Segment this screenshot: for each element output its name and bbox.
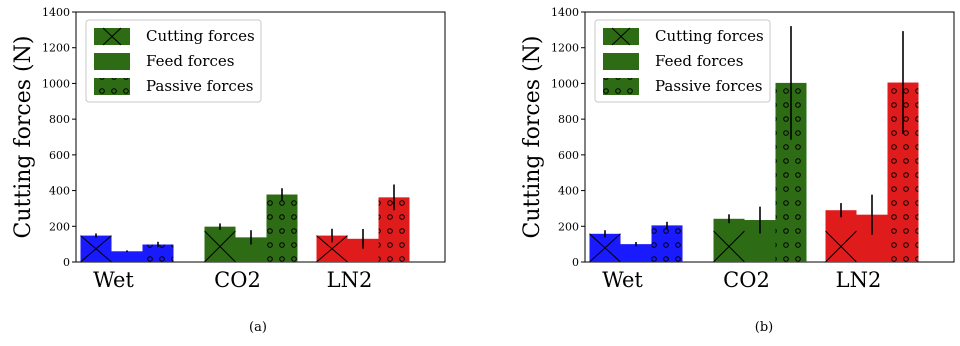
y-tick-label: 200 (558, 220, 579, 233)
y-tick-label: 200 (49, 220, 70, 233)
x-category-label: CO2 (723, 268, 770, 292)
y-tick-label: 600 (49, 149, 70, 162)
x-category-label: Wet (602, 268, 643, 292)
chart-panel-a: 0 200 400 600 800 1000 1200 1400 Cutting forces … (11, 6, 446, 335)
legend-label: Cutting forces (655, 27, 764, 45)
y-tick-label: 1000 (551, 77, 579, 90)
bar-hatch (142, 244, 174, 262)
y-tick-label: 0 (572, 256, 579, 269)
y-tick-label: 600 (558, 149, 579, 162)
legend-label: Feed forces (146, 52, 234, 70)
legend-hatch (603, 78, 639, 95)
legend-hatch (102, 27, 122, 46)
bar-cross (204, 226, 236, 262)
y-tick-label: 1400 (551, 6, 579, 19)
legend-label: Passive forces (146, 77, 253, 95)
y-axis-title: Cutting forces (N) (11, 36, 36, 239)
bar-hatch (204, 230, 236, 263)
bar-hatch (266, 194, 298, 262)
legend-hatch (611, 27, 631, 46)
bar-hatch (589, 233, 621, 263)
legend-swatch (603, 53, 639, 70)
y-tick-label: 1400 (42, 6, 70, 19)
legend-hatch (94, 78, 130, 95)
legend-label: Passive forces (655, 77, 762, 95)
bar-hatch (316, 235, 348, 263)
legend-label: Feed forces (655, 52, 743, 70)
y-tick-label: 800 (558, 113, 579, 126)
y-axis-title: Cutting forces (N) (520, 36, 545, 239)
y-tick-label: 0 (63, 256, 70, 269)
chart-panel-b: 0 200 400 600 800 1000 1200 1400 Cutting forces … (520, 6, 955, 335)
x-category-label: LN2 (327, 268, 373, 292)
y-tick-label: 1200 (42, 42, 70, 55)
bar-cross (713, 218, 745, 262)
bar-solid (111, 251, 143, 262)
y-tick-label: 1200 (551, 42, 579, 55)
legend-swatch (94, 53, 130, 70)
bar-solid (620, 244, 652, 262)
y-tick-label: 1000 (42, 77, 70, 90)
bar-hatch (651, 225, 683, 262)
legend-label: Cutting forces (146, 27, 255, 45)
x-category-label: CO2 (214, 268, 261, 292)
bar-hatch (825, 230, 857, 263)
panel-caption: (b) (755, 320, 773, 335)
y-tick-label: 800 (49, 113, 70, 126)
bar-hatch (713, 230, 745, 263)
x-category-label: LN2 (836, 268, 882, 292)
x-category-label: Wet (93, 268, 134, 292)
bar-hatch (80, 235, 112, 263)
y-tick-label: 400 (49, 185, 70, 198)
panel-caption: (a) (249, 320, 267, 335)
bar-solid (347, 238, 379, 262)
y-tick-label: 400 (558, 185, 579, 198)
